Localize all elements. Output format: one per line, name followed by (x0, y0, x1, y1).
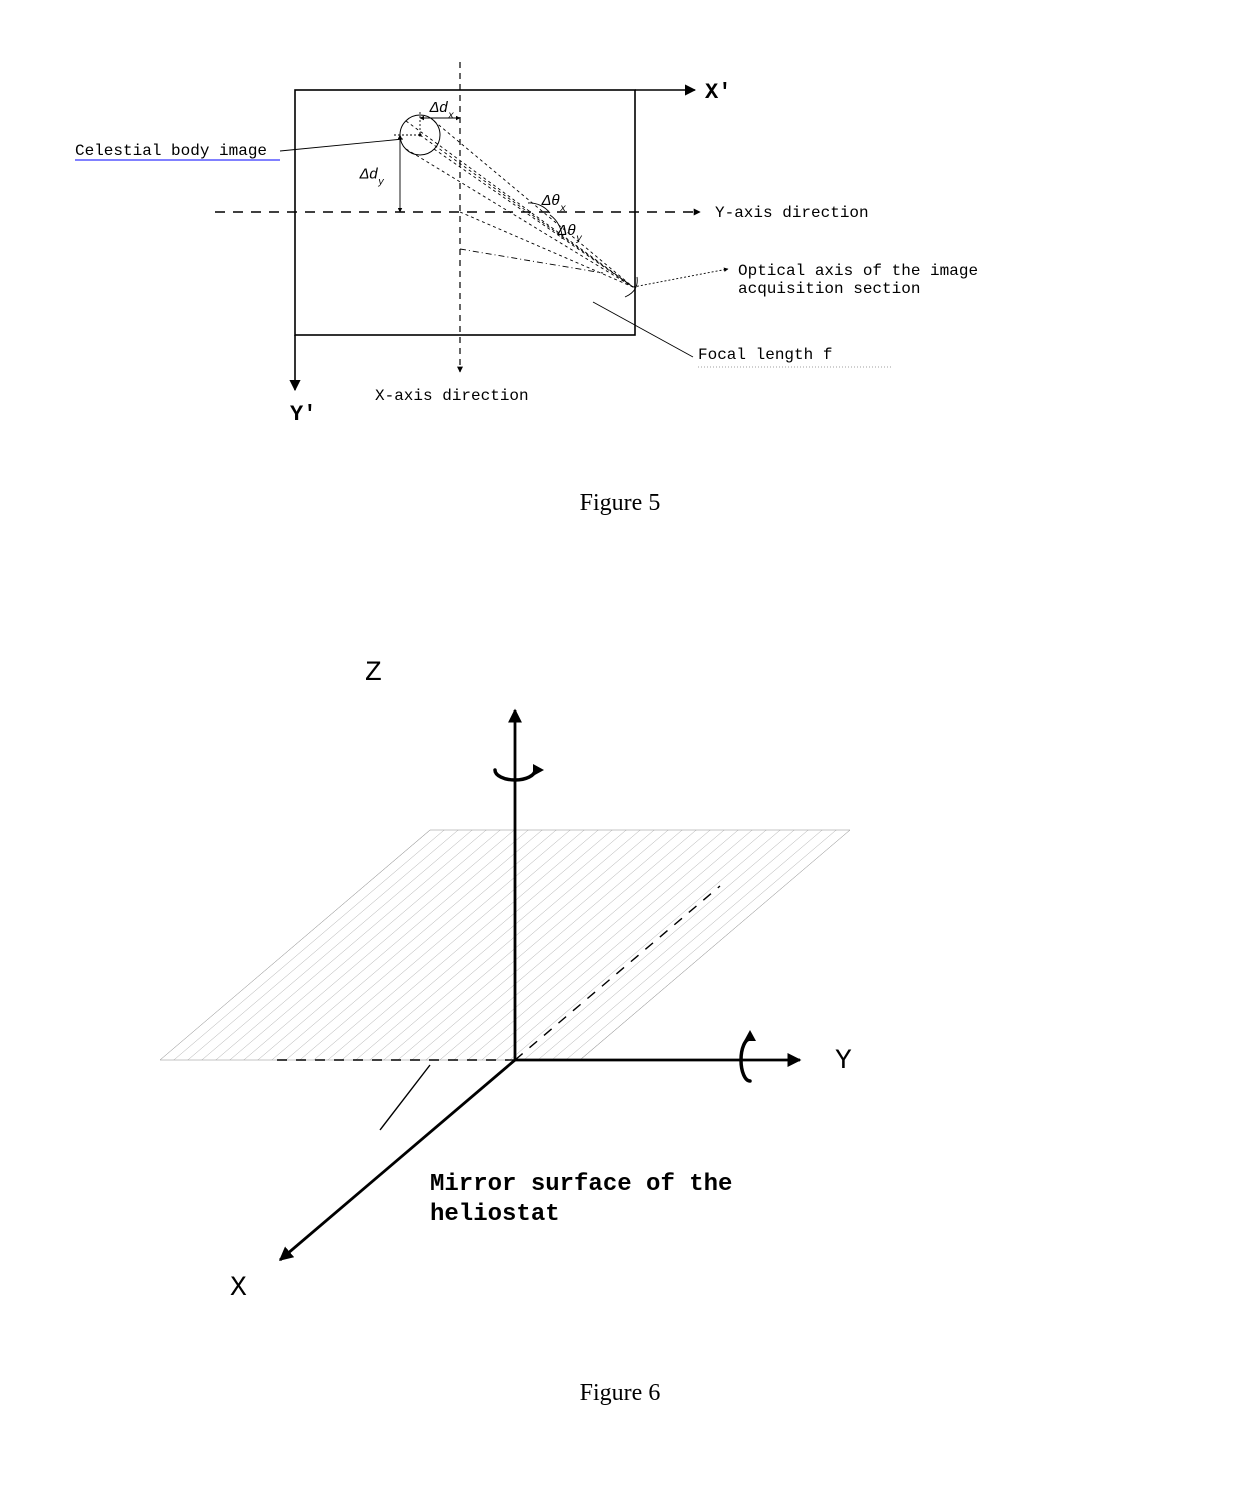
z-label: Z (365, 658, 382, 689)
ray-3 (406, 149, 633, 287)
optical-axis-arrow (633, 269, 728, 287)
y-label: Y (835, 1046, 852, 1077)
optical-axis-label-1: Optical axis of the image (738, 262, 978, 280)
focal-leader (593, 302, 693, 357)
page: X' Y' X-axis direction Y-axis direction Cele… (0, 0, 1240, 1487)
figure-5: X' Y' X-axis direction Y-axis direction Cele… (75, 62, 978, 427)
ray-1 (434, 121, 633, 287)
diagrams-svg: X' Y' X-axis direction Y-axis direction Cele… (0, 0, 1240, 1487)
mirror-label-1: Mirror surface of the (430, 1171, 732, 1198)
x-label: X (230, 1273, 247, 1304)
dthx-label: Δθx (541, 193, 566, 215)
figure-5-caption: Figure 5 (0, 490, 1240, 517)
y-axis-direction-label: Y-axis direction (715, 204, 869, 222)
celestial-body-label: Celestial body image (75, 142, 267, 160)
rot-z-arrowhead (533, 764, 544, 776)
rot-y-arrowhead (744, 1030, 756, 1041)
figure-6-caption: Figure 6 (0, 1380, 1240, 1407)
ray-from-center (460, 212, 633, 287)
x-axis (280, 1060, 515, 1260)
ray-2 (434, 149, 633, 287)
xprime-label: X' (705, 80, 731, 105)
ray-center (420, 135, 633, 287)
aux-line (460, 249, 603, 273)
mirror-label-2: heliostat (430, 1201, 560, 1228)
mirror-hatch (0, 660, 1240, 1230)
mirror-leader (380, 1065, 430, 1130)
ddy-label: Δdy (359, 167, 385, 189)
yprime-label: Y' (290, 402, 316, 427)
x-axis-direction-label: X-axis direction (375, 387, 529, 405)
figure-6: Z Y X Mirror surface of the heliostat (0, 658, 1240, 1304)
dthy-label: Δθy (557, 223, 583, 245)
optical-axis-label-2: acquisition section (738, 280, 920, 298)
focal-length-label: Focal length f (698, 346, 832, 364)
ray-0 (406, 121, 633, 287)
x-axis-back (515, 886, 720, 1060)
celestial-leader (280, 139, 403, 151)
